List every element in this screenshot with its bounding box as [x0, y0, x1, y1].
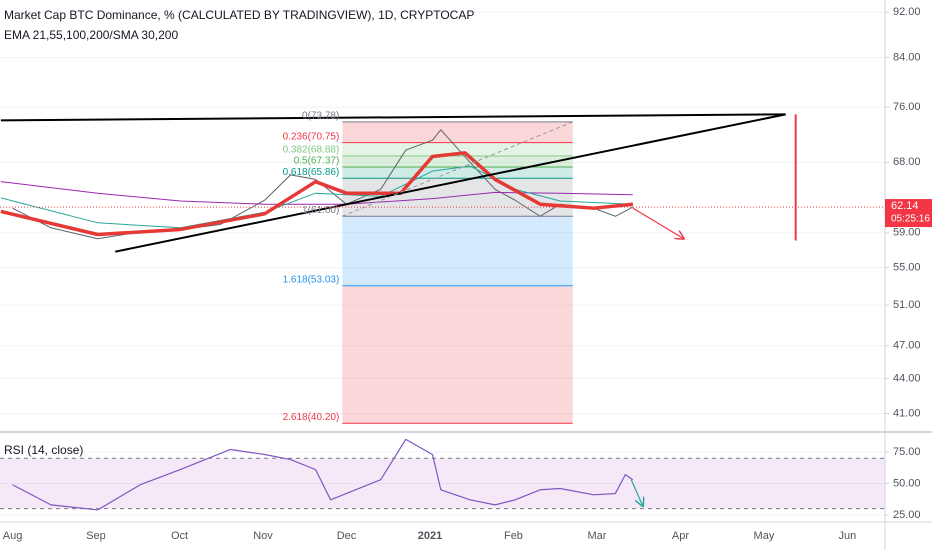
fib-zone — [342, 142, 573, 156]
indicator-title: EMA 21,55,100,200/SMA 30,200 — [4, 28, 178, 42]
fib-label: 1(61.00) — [302, 205, 339, 216]
fib-zone — [342, 121, 573, 143]
y-tick-label: 25.00 — [893, 509, 921, 521]
fib-label: 0(73.78) — [302, 110, 339, 121]
fib-zone — [342, 285, 573, 424]
x-tick-label: 2021 — [418, 530, 442, 542]
x-tick-label: Aug — [3, 530, 23, 542]
y-tick-label: 92.00 — [893, 6, 921, 18]
x-tick-label: Nov — [253, 530, 273, 542]
trendline — [632, 207, 684, 239]
y-tick-label: 51.00 — [893, 299, 921, 311]
x-tick-label: Sep — [86, 530, 106, 542]
y-tick-label: 41.00 — [893, 407, 921, 419]
y-tick-label: 55.00 — [893, 262, 921, 274]
trendline — [115, 113, 786, 253]
x-tick-label: May — [754, 530, 775, 542]
x-tick-label: Feb — [504, 530, 523, 542]
trendline — [630, 479, 643, 506]
y-tick-label: 76.00 — [893, 101, 921, 113]
countdown-label: 05:25:16 — [891, 214, 930, 225]
x-tick-label: Apr — [672, 530, 689, 542]
fib-zone — [342, 155, 573, 167]
rsi-band — [0, 458, 885, 509]
fib-label: 0.382(68.88) — [283, 145, 340, 156]
fib-label: 0.236(70.75) — [283, 131, 340, 142]
rsi-title: RSI (14, close) — [4, 443, 83, 457]
x-tick-label: Dec — [337, 530, 357, 542]
fib-label: 1.618(53.03) — [283, 274, 340, 285]
y-tick-label: 59.00 — [893, 227, 921, 239]
y-tick-label: 75.00 — [893, 446, 921, 458]
x-tick-label: Oct — [171, 530, 188, 542]
fib-zone — [342, 166, 573, 179]
y-tick-label: 47.00 — [893, 340, 921, 352]
last-price-label: 62.14 — [891, 200, 919, 212]
last-price-box — [885, 199, 932, 228]
fib-label: 0.5(67.37) — [294, 156, 340, 167]
fib-label: 2.618(40.20) — [283, 412, 340, 423]
y-tick-label: 50.00 — [893, 477, 921, 489]
x-tick-label: Mar — [587, 530, 606, 542]
trendline — [0, 113, 786, 122]
y-tick-label: 84.00 — [893, 51, 921, 63]
x-tick-label: Jun — [839, 530, 857, 542]
y-tick-label: 68.00 — [893, 156, 921, 168]
fib-zone — [342, 216, 573, 286]
fib-label: 0.618(65.86) — [283, 167, 340, 178]
series-line — [12, 438, 634, 511]
chart-title: Market Cap BTC Dominance, % (CALCULATED … — [4, 8, 474, 22]
y-tick-label: 44.00 — [893, 372, 921, 384]
